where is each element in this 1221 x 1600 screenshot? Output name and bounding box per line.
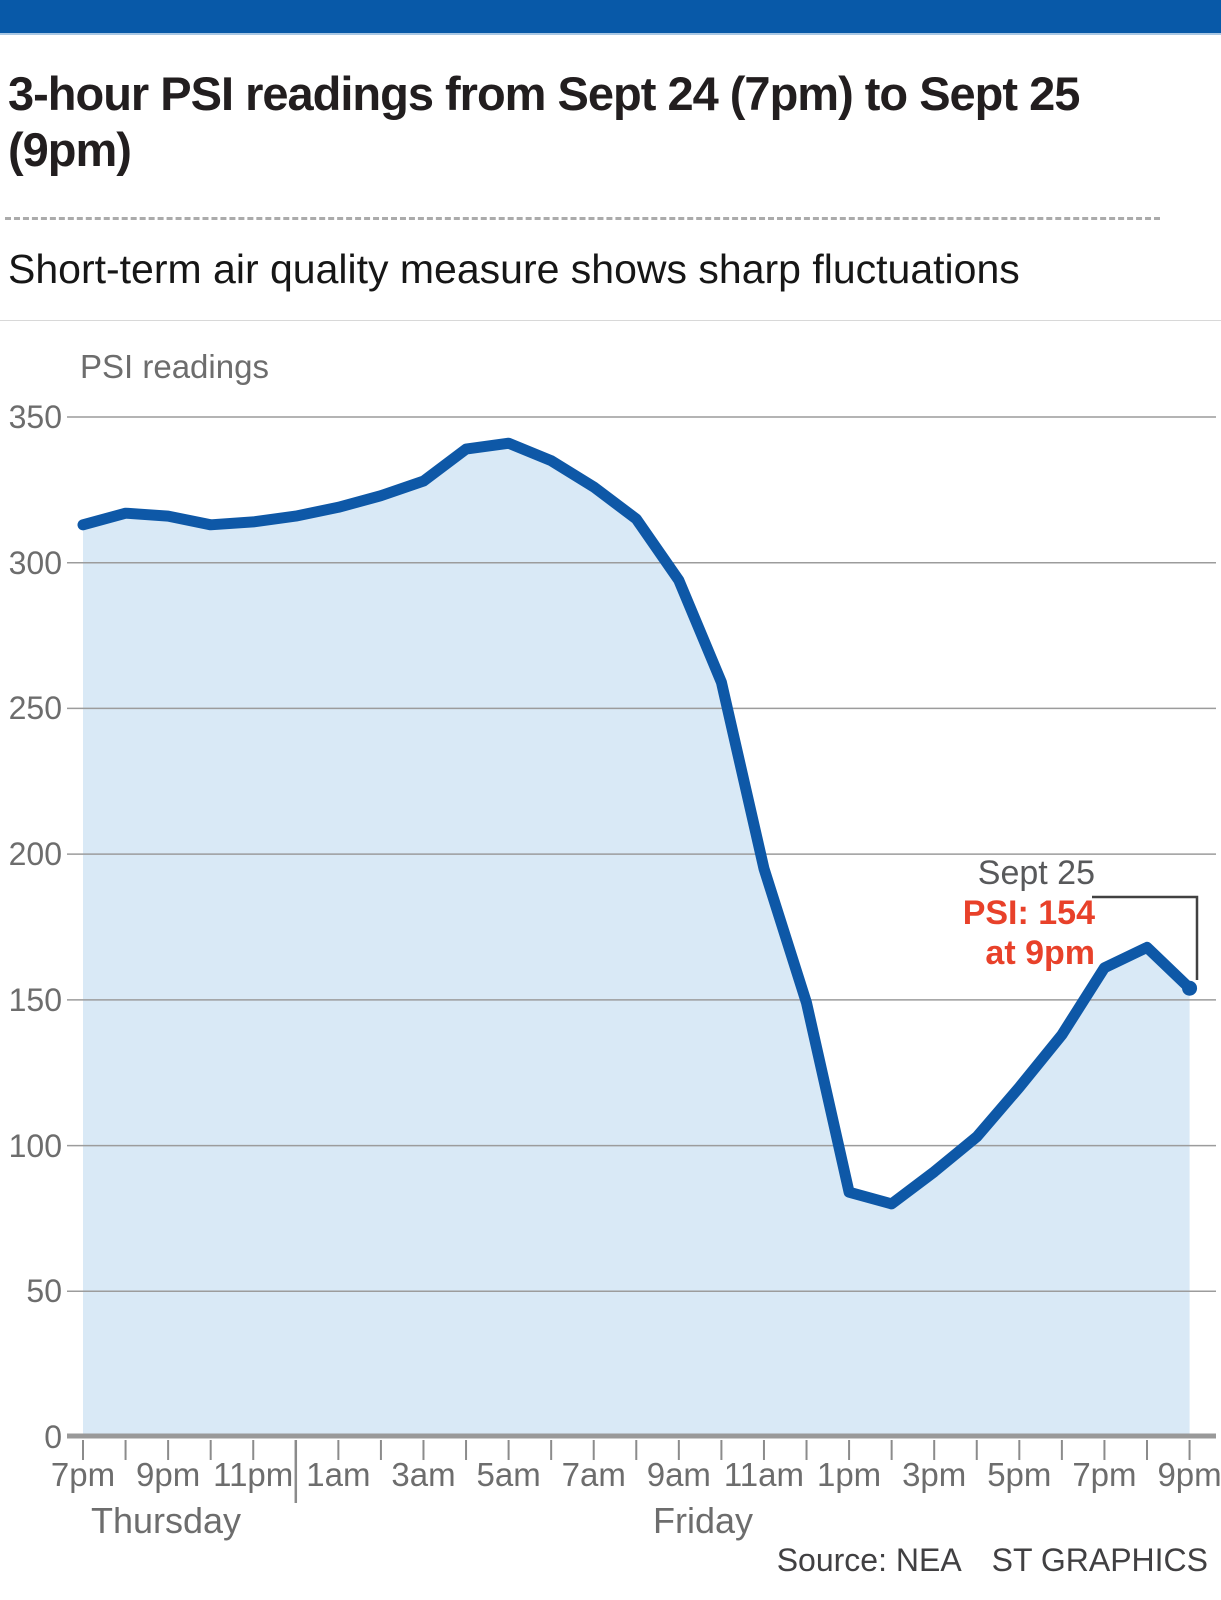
y-axis-label-50: 50	[26, 1273, 62, 1310]
area-fill	[83, 443, 1190, 1434]
graphics-credit: ST GRAPHICS	[991, 1542, 1208, 1578]
x-axis-label: 7pm	[1072, 1456, 1137, 1493]
y-axis-label-300: 300	[8, 544, 62, 581]
psi-line-series	[77, 437, 1198, 1210]
gridlines	[67, 416, 1216, 1439]
y-axis-title: PSI readings	[80, 348, 269, 385]
annotation-psi-value: PSI: 154	[962, 894, 1095, 932]
x-axis-label: 5am	[476, 1456, 541, 1493]
area-path	[83, 443, 1190, 1434]
latest-point-marker	[1182, 980, 1198, 996]
x-axis-label: 5pm	[987, 1456, 1052, 1493]
y-axis-label-0: 0	[44, 1419, 62, 1455]
day-label-friday: Friday	[652, 1500, 754, 1541]
y-axis-label-350: 350	[8, 399, 62, 435]
x-axis-label: 9pm	[136, 1456, 201, 1493]
x-axis-label: 1pm	[816, 1456, 882, 1493]
source-label: Source: NEA	[776, 1542, 962, 1578]
page-subtitle: Short-term air quality measure shows sha…	[8, 246, 1020, 292]
x-axis-label: 9pm	[1157, 1456, 1221, 1493]
bracket-path	[1092, 895, 1199, 980]
day-label-thursday: Thursday	[90, 1500, 242, 1541]
masthead-bar	[0, 0, 1221, 35]
y-axis-label-150: 150	[8, 981, 62, 1018]
latest-reading-annotation: Sept 25 PSI: 154 at 9pm	[963, 853, 1095, 973]
x-axis-label: 11pm	[213, 1456, 294, 1493]
x-axis-label: 11am	[723, 1456, 804, 1493]
page-title: 3-hour PSI readings from Sept 24 (7pm) t…	[8, 67, 1080, 176]
y-axis-label-250: 250	[8, 690, 62, 727]
x-axis-label: 9am	[646, 1456, 711, 1493]
y-axis-label-200: 200	[8, 836, 62, 873]
x-axis-label: 3pm	[902, 1456, 967, 1493]
x-axis-label: 3am	[391, 1456, 456, 1493]
y-axis-label-100: 100	[8, 1127, 62, 1164]
chart-top-rule	[0, 320, 1221, 321]
annotation-date: Sept 25	[977, 854, 1095, 892]
annotation-bracket	[1092, 895, 1199, 980]
dashed-divider	[5, 217, 1160, 220]
axis-ticks	[82, 1440, 1191, 1503]
psi-line-path	[77, 437, 1196, 1210]
x-axis-label: 7pm	[50, 1456, 116, 1493]
x-axis-label: 1am	[306, 1456, 371, 1493]
annotation-time: at 9pm	[985, 934, 1095, 972]
source-credit: Source: NEA ST GRAPHICS	[777, 1542, 1208, 1579]
x-axis-label: 7am	[561, 1456, 626, 1493]
